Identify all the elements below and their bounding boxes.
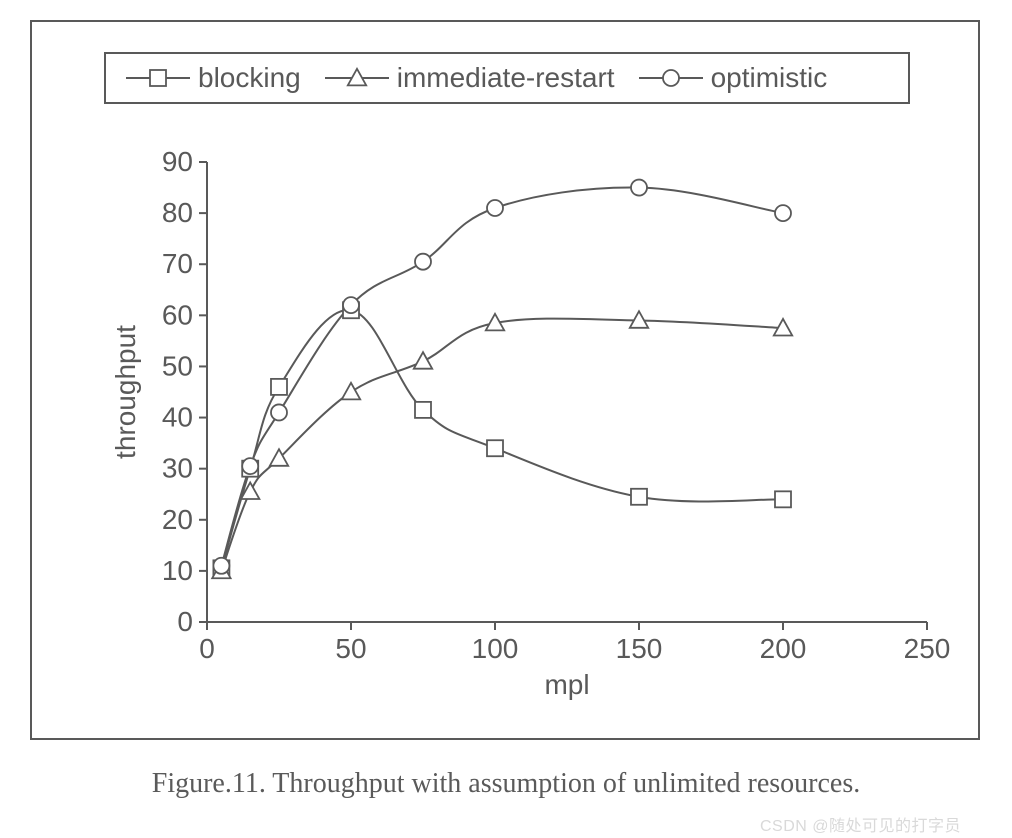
svg-text:throughput: throughput bbox=[110, 325, 141, 459]
svg-text:0: 0 bbox=[199, 633, 215, 664]
svg-text:mpl: mpl bbox=[544, 669, 589, 700]
svg-text:0: 0 bbox=[177, 606, 193, 637]
chart-svg: 0 10 20 30 40 50 60 70 80 90 0 50 100 150 200 250 mpl thr… bbox=[102, 142, 962, 722]
svg-text:70: 70 bbox=[162, 248, 193, 279]
legend-item-blocking: blocking bbox=[126, 62, 301, 94]
legend-swatch-optimistic bbox=[639, 64, 703, 92]
legend-item-optimistic: optimistic bbox=[639, 62, 828, 94]
page: blocking immediate-restart optimistic 0 1… bbox=[0, 0, 1012, 838]
svg-text:250: 250 bbox=[904, 633, 951, 664]
legend-swatch-immediate-restart bbox=[325, 64, 389, 92]
figure-caption: Figure.11. Throughput with assumption of… bbox=[0, 768, 1012, 800]
svg-text:30: 30 bbox=[162, 453, 193, 484]
svg-text:50: 50 bbox=[335, 633, 366, 664]
svg-text:90: 90 bbox=[162, 146, 193, 177]
legend-label-immediate-restart: immediate-restart bbox=[397, 62, 615, 94]
legend-swatch-blocking bbox=[126, 64, 190, 92]
svg-text:200: 200 bbox=[760, 633, 807, 664]
chart-area: 0 10 20 30 40 50 60 70 80 90 0 50 100 150 200 250 mpl thr… bbox=[102, 142, 962, 722]
chart-frame: blocking immediate-restart optimistic 0 1… bbox=[30, 20, 980, 740]
legend: blocking immediate-restart optimistic bbox=[104, 52, 910, 104]
svg-text:50: 50 bbox=[162, 350, 193, 381]
svg-text:20: 20 bbox=[162, 504, 193, 535]
svg-text:40: 40 bbox=[162, 402, 193, 433]
svg-text:60: 60 bbox=[162, 299, 193, 330]
watermark: CSDN @随处可见的打字员 bbox=[760, 812, 961, 836]
legend-label-blocking: blocking bbox=[198, 62, 301, 94]
svg-text:80: 80 bbox=[162, 197, 193, 228]
legend-label-optimistic: optimistic bbox=[711, 62, 828, 94]
svg-text:150: 150 bbox=[616, 633, 663, 664]
svg-text:100: 100 bbox=[472, 633, 519, 664]
legend-item-immediate-restart: immediate-restart bbox=[325, 62, 615, 94]
svg-text:10: 10 bbox=[162, 555, 193, 586]
